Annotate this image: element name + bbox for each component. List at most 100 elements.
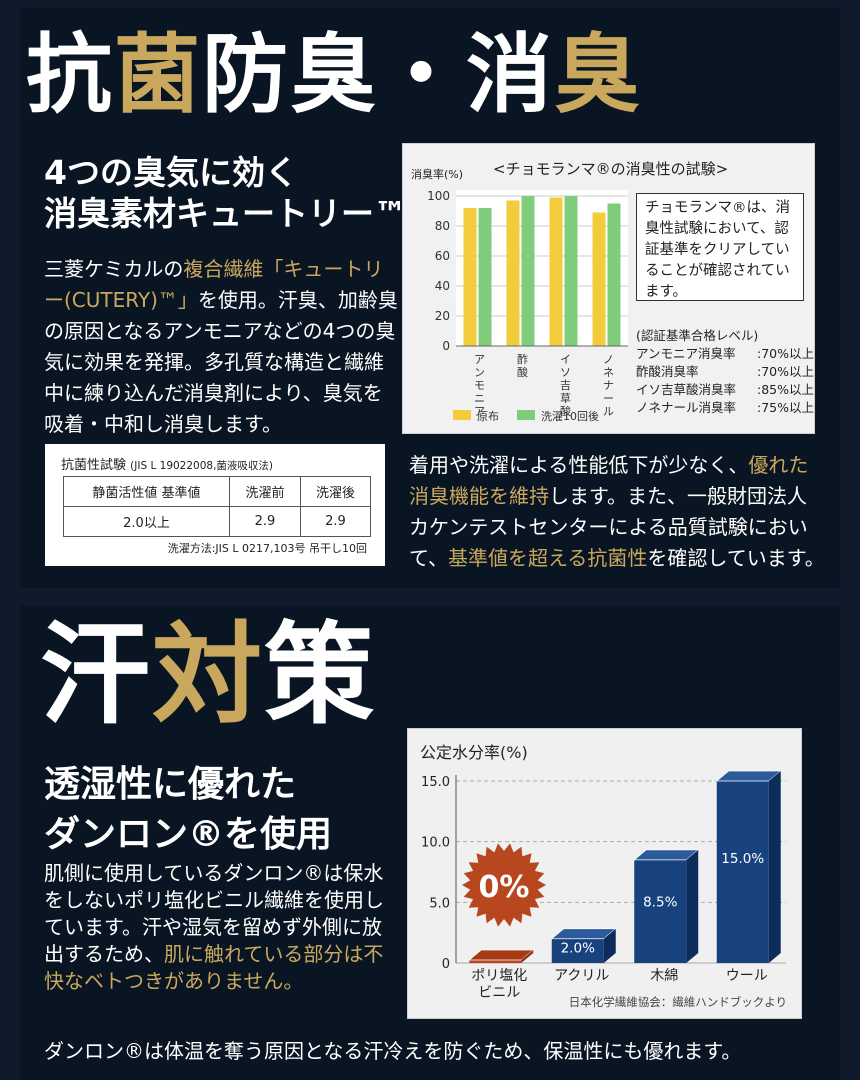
title-char: 策 [264, 611, 376, 739]
para-highlight: 複合繊維「キュートリー(CUTERY)™」 [44, 257, 384, 312]
y-tick-label: 0 [442, 957, 450, 972]
title-char-gold: 対 [152, 611, 264, 739]
bar-washed [521, 196, 535, 346]
legend-label: 原布 [477, 410, 499, 423]
criteria-name: 酢酸消臭率 [636, 364, 699, 379]
para-highlight: 優れた消臭機能を維持 [409, 453, 809, 508]
bar-front [716, 781, 769, 963]
x-tick-label: ビニル [478, 985, 520, 1001]
x-tick-label: ウール [726, 968, 768, 984]
table-header: 洗濯前 [229, 476, 301, 507]
bar-side [686, 849, 699, 963]
table-title: 抗菌性試験 (JIS L 19022008,菌液吸収法) [61, 454, 273, 473]
criteria-row: アンモニア消臭率 :70%以上 [636, 345, 814, 363]
section2-paragraph: 肌側に使用しているダンロン®は保水をしないポリ塩化ビニル繊維を使用しています。汗… [44, 860, 384, 995]
legend-swatch-washed [517, 410, 535, 420]
chart2-svg: 0 5.0 10.0 15.0 ポリ塩化ビニル 2.0% アクリル 8.5% 木綿 15.0% ウー… [421, 770, 786, 1001]
y-tick-label: 5.0 [429, 896, 450, 911]
title-char: 抗 [26, 25, 114, 125]
x-tick-label: アンモニア [474, 353, 485, 418]
title-chars: 防臭・消 [202, 25, 554, 125]
para-highlight: 肌に触れている部分は不快なベトつきがありません。 [44, 942, 384, 993]
certification-note: チョモランマ®は、消臭性試験において、認証基準をクリアしていることが確認されてい… [636, 193, 804, 301]
para-text: を使用。汗臭、加齢臭の原因となるアンモニアなどの4つの臭気に効果を発揮。多孔質な… [44, 288, 398, 436]
table-cell: 2.0以上 [63, 506, 230, 537]
bar-original [463, 208, 477, 346]
bar-original [549, 197, 563, 346]
bar-washed [564, 196, 578, 346]
para-text: 着用や洗濯による性能低下が少なく、 [409, 453, 749, 477]
bar-original [506, 200, 520, 346]
criteria-name: イソ吉草酸消臭率 [636, 382, 737, 397]
section1-title: 抗菌防臭・消臭 [26, 32, 642, 118]
para-text: を確認しています。 [647, 546, 825, 570]
bar-front [469, 960, 522, 963]
section1-subheading: 4つの臭気に効く 消臭素材キュートリー™ [44, 152, 407, 235]
section1-right-paragraph: 着用や洗濯による性能低下が少なく、優れた消臭機能を維持します。また、一般財団法人… [409, 450, 825, 574]
table-footnote: 洗濯方法:JIS L 0217,103号 吊干し10回 [167, 542, 367, 555]
section2-subheading: 透湿性に優れた ダンロン®を使用 [44, 760, 332, 860]
table-cell: 2.9 [229, 506, 301, 537]
legend-swatch-original [453, 410, 471, 420]
x-tick-label: 酢酸 [517, 352, 528, 379]
results-table: 静菌活性値 基準値 洗濯前 洗濯後 2.0以上 2.9 2.9 [63, 476, 371, 537]
y-tick-label: 60 [435, 249, 450, 263]
table-title-text: 抗菌性試験 [61, 458, 127, 473]
criteria-row: イソ吉草酸消臭率 :85%以上 [636, 381, 814, 399]
criteria-list: (認証基準合格レベル) アンモニア消臭率:70%以上 酢酸消臭率:70%以上 イソ吉… [636, 327, 814, 417]
criteria-name: ノネナール消臭率 [636, 400, 737, 415]
y-tick-label: 100 [427, 189, 450, 203]
deodorization-chart: <チョモランマ®の消臭性の試験> 消臭率(%) 0 20 40 60 80 100 アンモニ… [402, 143, 815, 434]
table-header: 静菌活性値 基準値 [63, 476, 230, 507]
criteria-row: ノネナール消臭率 :75%以上 [636, 399, 814, 417]
x-tick-label: 木綿 [650, 968, 678, 984]
bar-side [768, 771, 781, 963]
x-tick-label: アクリル [554, 968, 609, 984]
chart-source: 日本化学繊維協会：繊維ハンドブックより [568, 995, 787, 1009]
subheading-line2: 消臭素材キュートリー™ [44, 194, 407, 234]
y-tick-label: 10.0 [421, 836, 450, 851]
para-text: します。また、一般財団法人カケンテストセンターによる品質試験において、 [409, 484, 808, 570]
y-tick-label: 0 [442, 339, 450, 353]
criteria-value: :75%以上 [757, 400, 814, 415]
bar-front [634, 859, 687, 963]
criteria-name: アンモニア消臭率 [636, 346, 736, 361]
x-tick-label: イソ吉草酸 [560, 353, 571, 418]
bar-side [521, 950, 534, 963]
table-title-small: (JIS L 19022008,菌液吸収法) [130, 460, 274, 472]
section2-title: 汗対策 [40, 620, 376, 730]
data-label: 8.5% [643, 894, 677, 910]
badge-text: 0% [479, 870, 530, 905]
y-tick-label: 15.0 [421, 775, 450, 790]
table-header: 洗濯後 [300, 476, 371, 507]
title-char-gold: 菌 [114, 25, 202, 125]
y-tick-label: 20 [435, 309, 450, 323]
para-highlight: 基準値を超える抗菌性 [448, 546, 648, 570]
criteria-title: (認証基準合格レベル) [636, 328, 759, 343]
moisture-regain-chart: 公定水分率(%) 0 5.0 10.0 15.0 ポリ塩化 ビニル 2.0% アクリル 8.5%… [407, 728, 802, 1019]
subheading-line2: ダンロン®を使用 [44, 814, 333, 855]
legend-label: 洗濯10回後 [541, 409, 599, 423]
subheading-line1: 4つの臭気に効く [44, 153, 298, 192]
bar-washed [607, 203, 621, 346]
criteria-row: 酢酸消臭率 :70%以上 [636, 363, 814, 381]
bar-front [551, 938, 604, 963]
bottom-note: ダンロン®は体温を奪う原因となる汗冷えを防ぐため、保温性にも優れます。 [44, 1039, 742, 1063]
section1-paragraph: 三菱ケミカルの複合繊維「キュートリー(CUTERY)™」を使用。汗臭、加齢臭の原… [44, 254, 400, 440]
antibacterial-test-table: 抗菌性試験 (JIS L 19022008,菌液吸収法) 静菌活性値 基準値 洗… [45, 444, 385, 566]
y-tick-label: 40 [435, 279, 450, 293]
criteria-value: :85%以上 [757, 382, 814, 397]
zero-percent-badge [462, 843, 546, 927]
criteria-value: :70%以上 [757, 364, 814, 379]
bar-side [603, 928, 616, 963]
chart-title: 公定水分率(%) [420, 743, 528, 762]
data-label: 15.0% [721, 851, 764, 867]
title-char-gold: 臭 [554, 25, 642, 125]
bar-washed [478, 208, 492, 346]
subheading-line1: 透湿性に優れた [44, 764, 297, 805]
bar-original [592, 212, 606, 346]
para-text: 三菱ケミカルの [44, 257, 184, 281]
y-tick-label: 80 [435, 219, 450, 233]
criteria-value: :70%以上 [757, 346, 814, 361]
